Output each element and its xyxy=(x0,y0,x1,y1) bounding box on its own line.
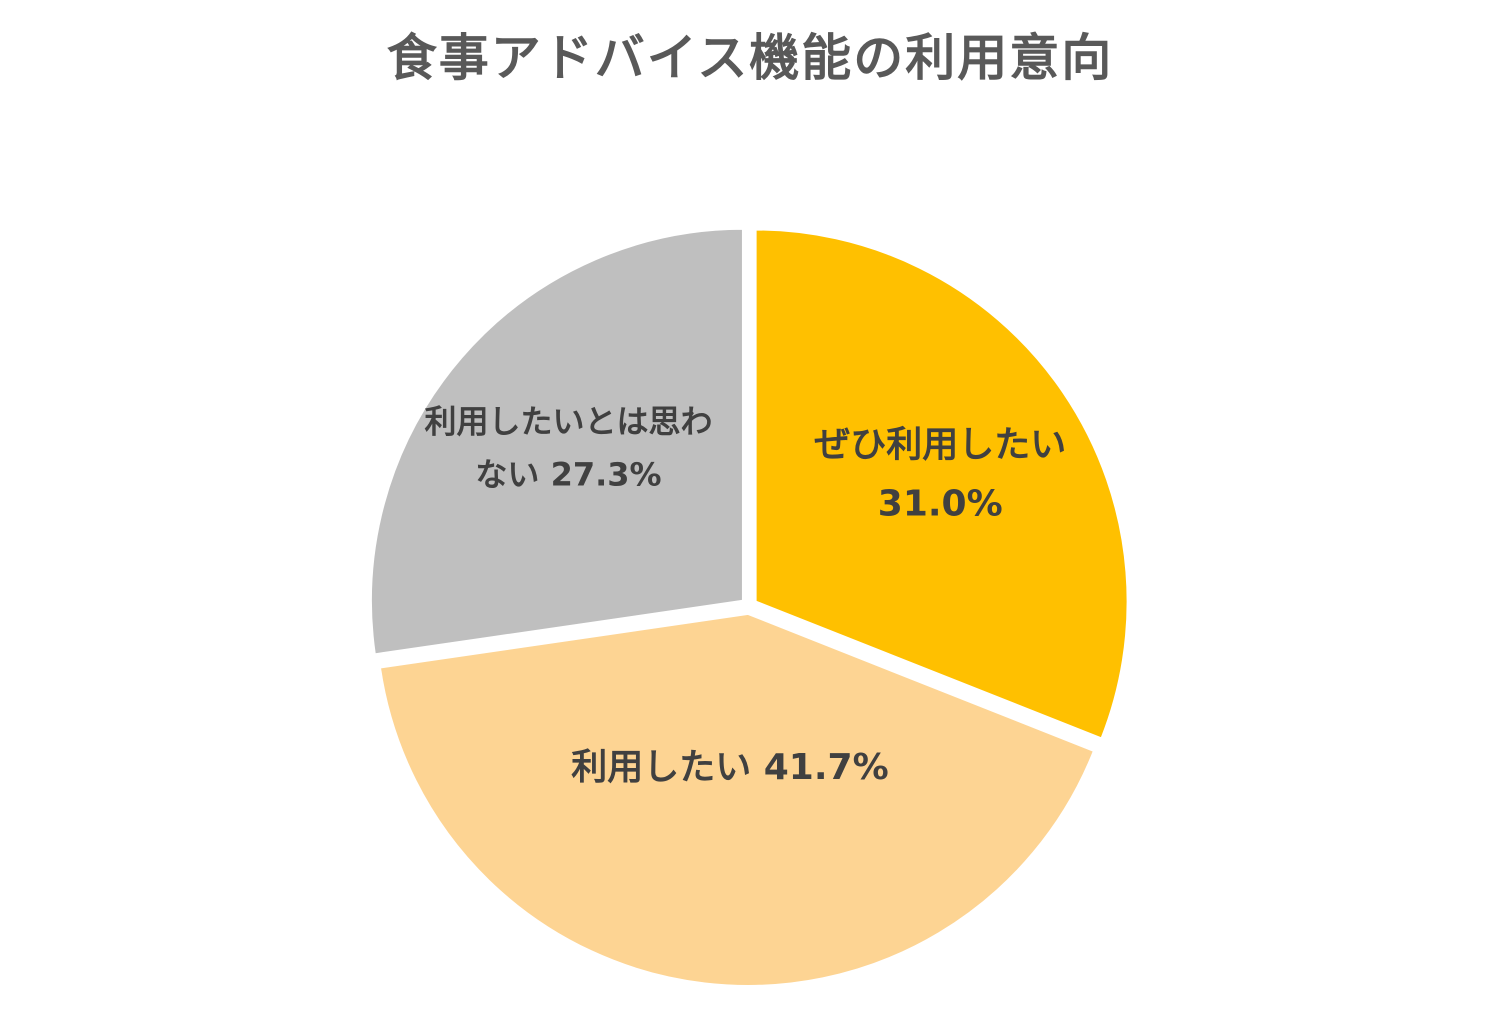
label-line: ない 27.3% xyxy=(475,455,661,493)
label-line: 利用したい 41.7% xyxy=(571,747,888,788)
label-zehi-riyou-shitai: ぜひ利用したい 31.0% xyxy=(814,424,1066,524)
slice-riyou-shitai-to-wa-omowanai xyxy=(369,227,744,656)
pie-labels: ぜひ利用したい 31.0% 利用したい 41.7% 利用したいとは思わない 27.3% xyxy=(425,402,1067,788)
label-line: 利用したいとは思わ xyxy=(425,402,713,440)
chart-title: 食事アドバイス機能の利用意向 xyxy=(386,29,1114,87)
slice-zehi-riyou-shitai xyxy=(754,228,1129,740)
pie-slices xyxy=(369,227,1129,987)
label-riyou-shitai: 利用したい 41.7% xyxy=(571,747,888,788)
label-line: 31.0% xyxy=(878,484,1003,525)
label-line: ぜひ利用したい xyxy=(814,424,1066,465)
label-riyou-shitai-to-wa-omowanai: 利用したいとは思わない 27.3% xyxy=(425,402,713,493)
slice-riyou-shitai xyxy=(378,612,1096,987)
